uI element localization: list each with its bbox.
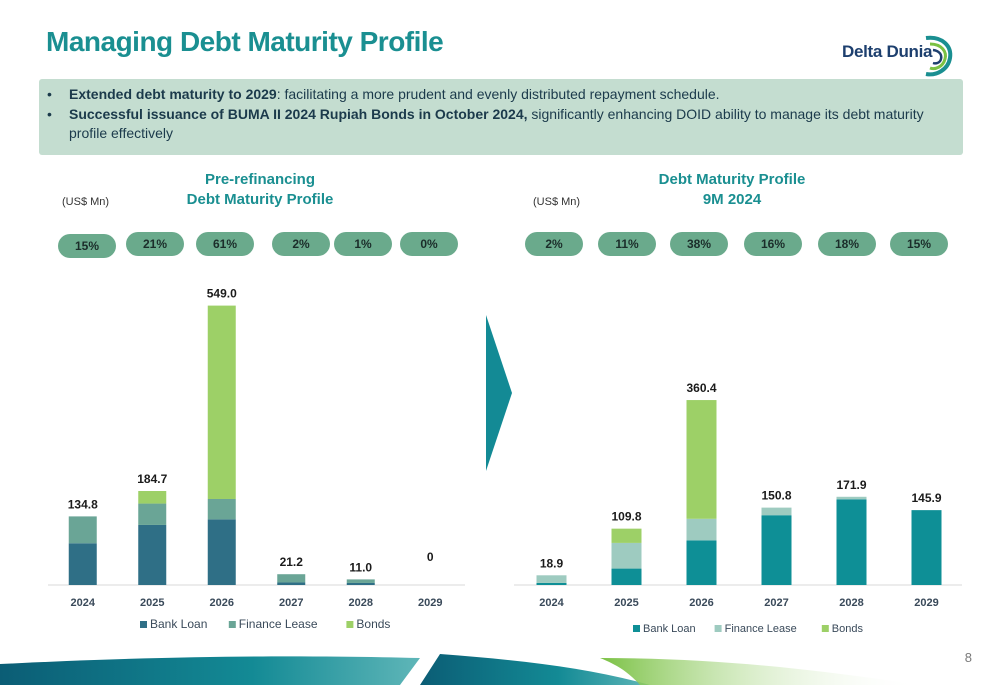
chart-2-bar-2027-bank-loan [761,515,792,585]
chart-2-share-pill: 2% [525,232,583,256]
footer-swoosh [0,654,920,685]
chart-1-share-pill: 21% [126,232,184,256]
chart-1-total-label: 134.8 [68,497,98,511]
chart-2-tick-label: 2025 [614,597,638,609]
chart-2-share-pill: 11% [598,232,656,256]
chart-2-units: (US$ Mn) [533,196,581,208]
chart-1-bar-2027-bank-loan [277,582,306,585]
chart-2-title: Debt Maturity Profile 9M 2024 [658,171,806,208]
chart-2-total-label: 171.9 [836,478,866,492]
chart-2-share-pill: 18% [818,232,876,256]
chart-2-bar-2027-finance-lease [761,507,792,516]
chart-2-bar-2026-bank-loan [686,540,717,585]
logo-swirl-icon [925,35,953,77]
key-points-callout: Extended debt maturity to 2029: facilita… [39,79,963,155]
chart-1-bar-2026-bank-loan [207,519,236,585]
chart-1-tick-label: 2025 [140,597,164,609]
bullet-1: Extended debt maturity to 2029: facilita… [47,85,963,104]
delta-dunia-logo: Delta Dunia [842,32,954,80]
chart-1-bar-2027-finance-lease [277,574,306,583]
legend-entry: Bonds [832,623,864,635]
chart-1-total-label: 0 [427,550,434,564]
chart-2-tick-label: 2027 [764,597,788,609]
chart-2-bar-2029-bank-loan [911,510,942,585]
chart-2-total-label: 360.4 [686,381,716,395]
chart-1-bar-2026-finance-lease [207,498,236,520]
chart-1-total-label: 549.0 [207,287,237,301]
logo-text: Delta Dunia [842,42,933,61]
chart-1-bar-2025-bank-loan [138,524,167,585]
legend-entry: Bonds [356,617,390,631]
chart-2-total-label: 145.9 [911,491,941,505]
chart-1-total-label: 11.0 [349,560,372,574]
legend-entry: Bank Loan [150,617,207,631]
legend-entry: Finance Lease [239,617,318,631]
chart-2-bar-2026-finance-lease [686,518,717,541]
chart-1-tick-label: 2026 [210,597,234,609]
chart-2-bar-2024-finance-lease [536,575,567,583]
chart-2-total-label: 150.8 [761,489,791,503]
chart-1-bar-2028-finance-lease [346,579,375,583]
chart-2-bar-2025-bonds [611,528,642,543]
chart-2-bar-2025-finance-lease [611,542,642,569]
chart-1-tick-label: 2027 [279,597,303,609]
chart-1-share-pill: 0% [400,232,458,256]
chart-1-tick-label: 2028 [349,597,373,609]
chart-2-bar-2028-bank-loan [836,499,867,585]
chart-1-bar-2026-bonds [207,305,236,499]
chart-1-bar-2024-bank-loan [68,543,97,585]
chart-2-total-label: 18.9 [540,556,564,570]
chart-2-share-pill: 38% [670,232,728,256]
chart-2-tick-label: 2029 [914,597,938,609]
legend-swatch [346,621,354,628]
chart-1-share-pill: 1% [334,232,392,256]
legend-swatch [821,625,829,632]
chart-2-total-label: 109.8 [611,510,641,524]
legend-entry: Bank Loan [643,623,696,635]
chart-1-title: Pre-refinancing Debt Maturity Profile [186,171,334,208]
chart-1-share-pill: 15% [58,234,116,258]
chart-1-tick-label: 2024 [71,597,96,609]
page-number: 8 [964,650,972,665]
chart-2-tick-label: 2024 [539,597,564,609]
legend-swatch [714,625,722,632]
legend-swatch [140,621,147,628]
chart-1-bar-2025-finance-lease [138,503,167,525]
chart-1-total-label: 21.2 [280,555,304,569]
legend-swatch [633,625,640,632]
legend-entry: Finance Lease [725,623,797,635]
transition-arrow-icon [486,315,512,471]
chart-2-bar-2025-bank-loan [611,568,642,585]
chart-1-share-pill: 61% [196,232,254,256]
chart-1-units: (US$ Mn) [62,196,110,208]
chart-1-bar-2028-bank-loan [346,582,375,585]
chart-1-share-pill: 2% [272,232,330,256]
chart-2-bar-2026-bonds [686,400,717,519]
bullet-2: Successful issuance of BUMA II 2024 Rupi… [47,105,963,143]
chart-1-bar-2025-bonds [138,491,167,504]
chart-2-bar-2024-bank-loan [536,582,567,585]
page-title: Managing Debt Maturity Profile [46,26,444,57]
chart-2-bar-2028-finance-lease [836,496,867,500]
chart-2-share-pill: 16% [744,232,802,256]
legend-swatch [228,621,236,628]
chart-1-tick-label: 2029 [418,597,442,609]
chart-2-tick-label: 2026 [689,597,713,609]
chart-2-share-pill: 15% [890,232,948,256]
chart-1-total-label: 184.7 [137,472,167,486]
chart-2-tick-label: 2028 [839,597,863,609]
chart-1-bar-2024-finance-lease [68,516,97,544]
